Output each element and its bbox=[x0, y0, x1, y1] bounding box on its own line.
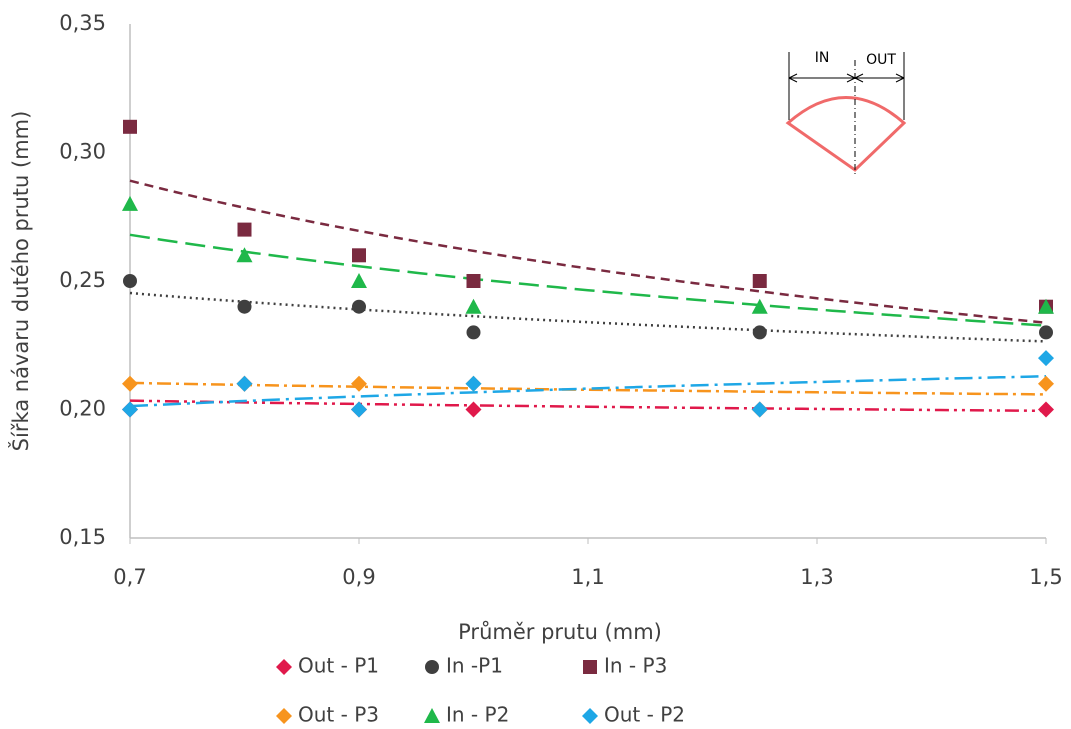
marker bbox=[352, 248, 366, 263]
marker bbox=[425, 660, 439, 674]
marker bbox=[123, 274, 137, 288]
marker bbox=[351, 375, 367, 392]
marker bbox=[351, 401, 367, 418]
marker bbox=[751, 401, 768, 418]
legend-label: In - P2 bbox=[446, 703, 509, 727]
marker bbox=[122, 401, 138, 418]
x-axis-title: Průměr prutu (mm) bbox=[458, 620, 662, 644]
legend-label: In - P3 bbox=[604, 654, 667, 678]
marker bbox=[466, 274, 481, 288]
legend-item: Out - P3 bbox=[276, 703, 379, 727]
marker bbox=[465, 375, 482, 392]
marker bbox=[1038, 298, 1054, 314]
inset-arrows bbox=[788, 73, 905, 83]
trendline bbox=[129, 374, 1047, 408]
x-tick-label: 1,5 bbox=[1029, 565, 1062, 589]
marker bbox=[122, 375, 138, 392]
y-tick-label: 0,15 bbox=[59, 525, 106, 549]
marker bbox=[424, 708, 440, 723]
inset-diagram: IN OUT bbox=[785, 50, 907, 176]
marker bbox=[1038, 350, 1054, 367]
x-tick-label: 0,9 bbox=[342, 565, 375, 589]
legend-item: In - P2 bbox=[424, 703, 509, 727]
marker bbox=[237, 222, 252, 237]
y-axis-title: Šířka návaru dutého prutu (mm) bbox=[8, 111, 33, 452]
legend-label: Out - P2 bbox=[604, 703, 685, 727]
y-tick-label: 0,25 bbox=[59, 268, 106, 292]
marker bbox=[1039, 325, 1053, 340]
marker bbox=[751, 298, 768, 314]
marker bbox=[465, 298, 482, 314]
marker bbox=[1038, 375, 1054, 392]
x-tick-label: 1,3 bbox=[800, 565, 833, 589]
inset-label: OUT bbox=[866, 52, 896, 68]
marker bbox=[237, 299, 252, 314]
marker bbox=[1038, 401, 1054, 418]
marker bbox=[465, 401, 482, 418]
marker bbox=[276, 659, 292, 675]
y-tick-label: 0,20 bbox=[59, 397, 106, 421]
trendline bbox=[129, 399, 1047, 413]
marker bbox=[583, 660, 597, 674]
legend-item: Out - P2 bbox=[582, 703, 685, 727]
x-tick-label: 1,1 bbox=[571, 565, 604, 589]
marker bbox=[351, 273, 367, 288]
y-tick-label: 0,30 bbox=[59, 140, 106, 164]
legend-item: In - P3 bbox=[583, 654, 667, 678]
marker bbox=[236, 375, 253, 392]
marker bbox=[123, 119, 137, 134]
legend-item: Out - P1 bbox=[276, 654, 379, 678]
marker bbox=[122, 195, 138, 211]
marker bbox=[236, 247, 253, 263]
legend-item: In -P1 bbox=[425, 654, 503, 678]
legend-label: In -P1 bbox=[446, 654, 503, 678]
marker bbox=[466, 325, 481, 340]
legend-label: Out - P1 bbox=[298, 654, 379, 678]
trendline bbox=[129, 291, 1047, 343]
trendline bbox=[129, 381, 1047, 396]
trendline bbox=[129, 179, 1047, 324]
marker bbox=[752, 274, 767, 288]
legend-label: Out - P3 bbox=[298, 703, 379, 727]
marker bbox=[276, 708, 292, 724]
trendline bbox=[129, 233, 1047, 327]
y-tick-label: 0,35 bbox=[59, 11, 106, 35]
marker bbox=[752, 325, 767, 340]
inset-label: IN bbox=[815, 50, 830, 66]
inset-shape bbox=[785, 96, 907, 172]
marker bbox=[582, 708, 598, 724]
marker bbox=[352, 299, 366, 314]
x-tick-label: 0,7 bbox=[113, 565, 146, 589]
